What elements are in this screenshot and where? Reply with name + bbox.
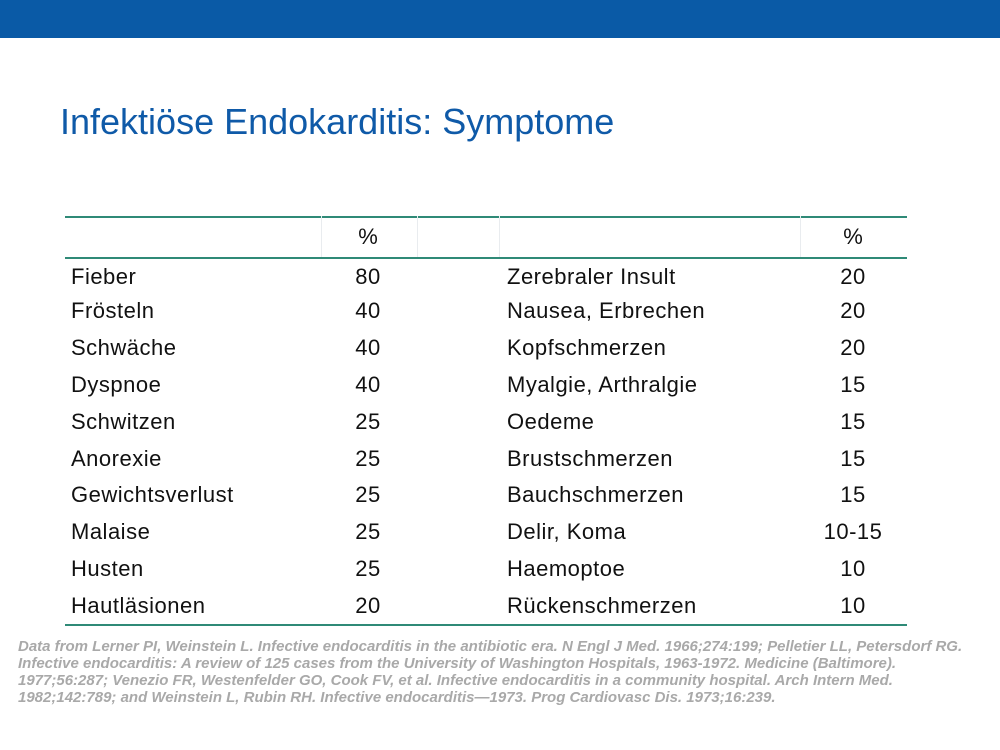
symptom-percent: 15 <box>840 482 866 507</box>
symptom-percent: 20 <box>840 264 866 289</box>
symptom-percent: 40 <box>355 335 381 360</box>
table-row: Dyspnoe 40 Myalgie, Arthralgie 15 <box>65 368 907 402</box>
symptom-name: Bauchschmerzen <box>507 482 684 507</box>
symptom-name: Zerebraler Insult <box>507 264 676 289</box>
table-row: Gewichtsverlust 25 Bauchschmerzen 15 <box>65 478 907 512</box>
table-row: Schwäche 40 Kopfschmerzen 20 <box>65 331 907 365</box>
table-row: Schwitzen 25 Oedeme 15 <box>65 405 907 439</box>
symptom-name: Myalgie, Arthralgie <box>507 372 698 397</box>
symptom-percent: 15 <box>840 446 866 471</box>
symptom-name: Gewichtsverlust <box>71 482 234 507</box>
symptom-name: Nausea, Erbrechen <box>507 298 706 323</box>
header-right-percent: % <box>843 224 863 249</box>
symptom-percent: 40 <box>355 372 381 397</box>
top-banner <box>0 0 1000 38</box>
header-divider <box>800 216 801 257</box>
symptom-percent: 20 <box>355 593 381 618</box>
symptom-percent: 40 <box>355 298 381 323</box>
symptom-percent: 25 <box>355 519 381 544</box>
symptom-percent: 80 <box>355 264 381 289</box>
symptom-percent: 15 <box>840 409 866 434</box>
slide-title: Infektiöse Endokarditis: Symptome <box>60 101 615 142</box>
symptom-percent: 25 <box>355 409 381 434</box>
symptom-name: Dyspnoe <box>71 372 162 397</box>
symptom-name: Schwäche <box>71 335 177 360</box>
source-citation: Data from Lerner PI, Weinstein L. Infect… <box>18 638 963 706</box>
symptom-percent: 10 <box>840 556 866 581</box>
table-row: Fieber 80 Zerebraler Insult 20 <box>65 260 907 294</box>
symptom-name: Husten <box>71 556 144 581</box>
symptom-name: Haemoptoe <box>507 556 626 581</box>
symptom-name: Frösteln <box>71 298 155 323</box>
header-divider <box>321 216 322 257</box>
symptom-name: Kopfschmerzen <box>507 335 667 360</box>
symptom-name: Oedeme <box>507 409 595 434</box>
table-row: Frösteln 40 Nausea, Erbrechen 20 <box>65 294 907 328</box>
table-row: Husten 25 Haemoptoe 10 <box>65 552 907 586</box>
symptom-percent: 20 <box>840 298 866 323</box>
header-divider <box>499 216 500 257</box>
header-left-percent: % <box>358 224 378 249</box>
symptom-percent: 25 <box>355 556 381 581</box>
symptom-name: Rückenschmerzen <box>507 593 697 618</box>
symptom-name: Hautläsionen <box>71 593 206 618</box>
symptom-percent: 15 <box>840 372 866 397</box>
symptom-name: Schwitzen <box>71 409 176 434</box>
symptom-name: Malaise <box>71 519 151 544</box>
symptom-percent: 10 <box>840 593 866 618</box>
table-row: Anorexie 25 Brustschmerzen 15 <box>65 442 907 476</box>
symptom-percent: 10-15 <box>823 519 883 544</box>
table-row: Hautläsionen 20 Rückenschmerzen 10 <box>65 589 907 623</box>
symptom-percent: 25 <box>355 446 381 471</box>
symptom-percent: 20 <box>840 335 866 360</box>
header-divider <box>417 216 418 257</box>
symptom-name: Brustschmerzen <box>507 446 673 471</box>
symptom-name: Fieber <box>71 264 137 289</box>
symptom-name: Delir, Koma <box>507 519 627 544</box>
symptom-percent: 25 <box>355 482 381 507</box>
table-row: Malaise 25 Delir, Koma 10-15 <box>65 515 907 549</box>
symptom-name: Anorexie <box>71 446 162 471</box>
table-header-rule <box>65 257 907 259</box>
table-top-rule <box>65 216 907 218</box>
table-bottom-rule <box>65 624 907 626</box>
